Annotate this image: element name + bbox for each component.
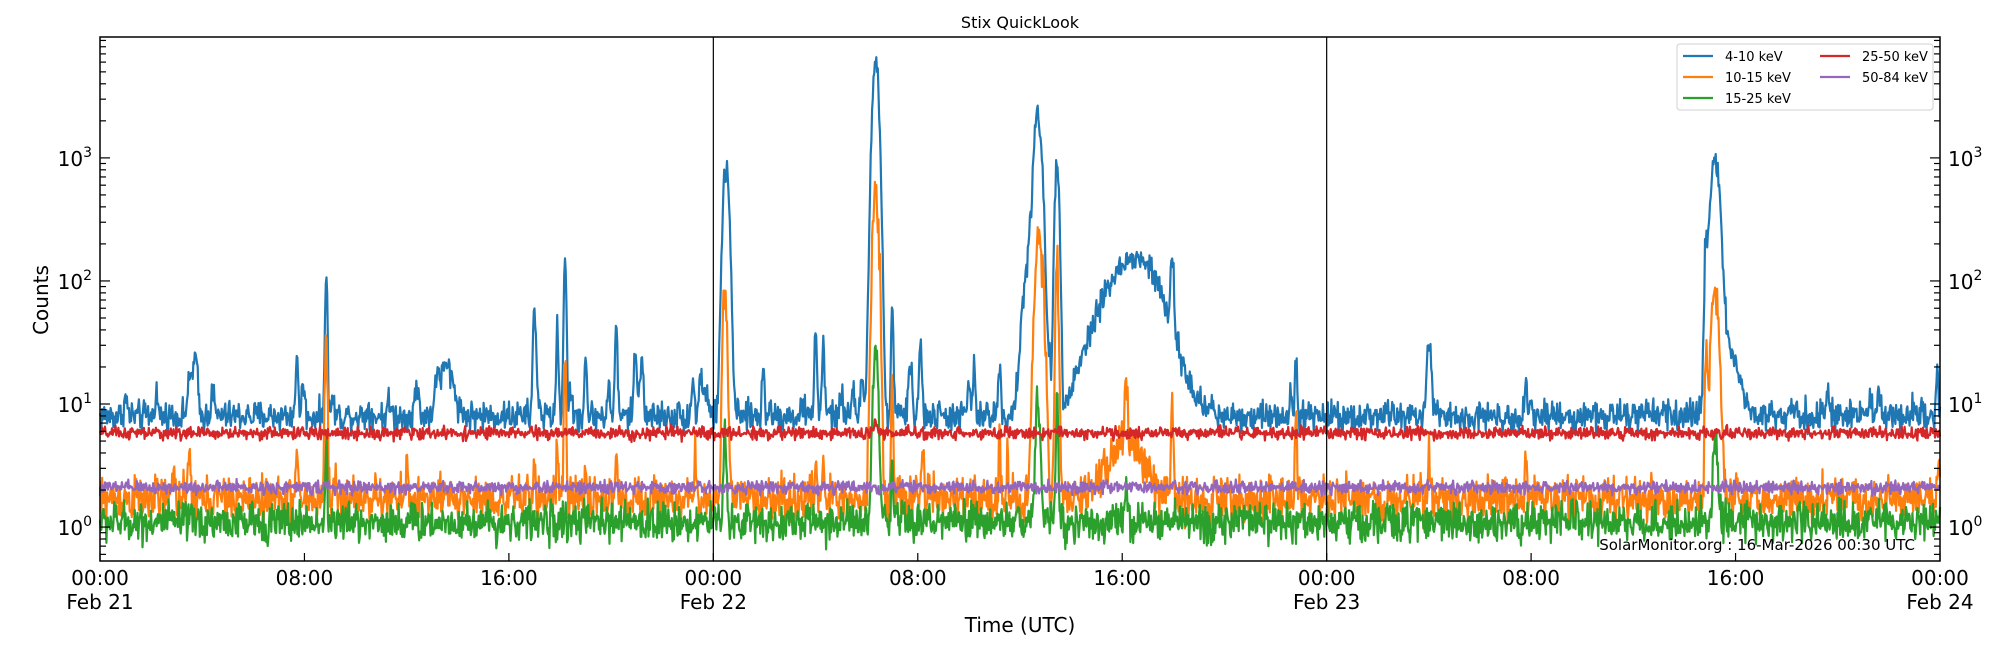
series-line-10-15-kev — [98, 180, 1942, 531]
data-series-layer — [98, 56, 1942, 551]
x-tick-label-date: Feb 23 — [1293, 590, 1360, 614]
x-tick-label-time: 08:00 — [889, 566, 947, 590]
series-line-15-25-kev — [98, 344, 1942, 551]
legend-label: 10-15 keV — [1725, 71, 1791, 86]
y-tick-label: 103 — [1948, 145, 1982, 171]
legend-label: 15-25 keV — [1725, 92, 1791, 107]
chart-title: Stix QuickLook — [961, 13, 1080, 32]
y-tick-label: 102 — [58, 268, 92, 294]
series-line-4-10-kev — [98, 56, 1942, 437]
legend-label: 50-84 keV — [1862, 71, 1928, 86]
y-axis-label: Counts — [29, 265, 53, 335]
y-axis-left: 100 101 102 103 — [58, 39, 110, 555]
x-tick-label-date: Feb 21 — [66, 590, 133, 614]
y-tick-label: 101 — [1948, 391, 1982, 417]
x-tick-label-date: Feb 24 — [1906, 590, 1973, 614]
y-tick-label: 102 — [1948, 268, 1982, 294]
y-tick-label: 100 — [1948, 514, 1982, 540]
legend-box — [1676, 43, 1934, 111]
day-boundary-lines — [712, 37, 1328, 561]
x-tick-label-time: 00:00 — [1911, 566, 1969, 590]
legend-label: 4-10 keV — [1725, 50, 1783, 65]
x-tick-label-time: 16:00 — [1093, 566, 1151, 590]
x-tick-label-date: Feb 22 — [680, 590, 747, 614]
x-tick-label-time: 08:00 — [276, 566, 334, 590]
plot-area-frame — [99, 36, 1941, 562]
series-line-25-50-kev — [98, 418, 1942, 444]
legend-label: 25-50 keV — [1862, 50, 1928, 65]
x-tick-label-time: 08:00 — [1502, 566, 1560, 590]
y-axis-right: 100 101 102 103 — [1930, 39, 1982, 555]
x-axis-label: Time (UTC) — [964, 613, 1076, 637]
y-tick-label: 101 — [58, 391, 92, 417]
x-tick-label-time: 00:00 — [71, 566, 129, 590]
series-line-50-84-kev — [98, 477, 1942, 497]
x-tick-label-time: 00:00 — [1298, 566, 1356, 590]
y-tick-label: 100 — [58, 514, 92, 540]
legend: 4-10 keV 10-15 keV 15-25 keV 25-50 keV 50-84… — [1676, 43, 1934, 111]
x-tick-label-time: 16:00 — [1707, 566, 1765, 590]
solarmonitor-footer: SolarMonitor.org : 16-Mar-2026 00:30 UTC — [1599, 536, 1915, 554]
x-tick-label-time: 16:00 — [480, 566, 538, 590]
y-tick-label: 103 — [58, 145, 92, 171]
x-tick-label-time: 00:00 — [685, 566, 743, 590]
